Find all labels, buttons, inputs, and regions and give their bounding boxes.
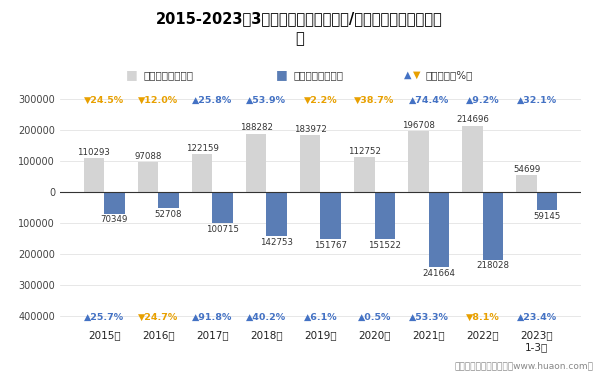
Text: ■: ■ xyxy=(276,68,288,81)
Bar xyxy=(84,158,104,192)
Bar xyxy=(429,192,449,267)
Text: ▲53.3%: ▲53.3% xyxy=(409,313,449,322)
Text: 2015-2023年3月包头市（境内目的地/货源地）进、出口额统
计: 2015-2023年3月包头市（境内目的地/货源地）进、出口额统 计 xyxy=(156,11,443,46)
Text: 出口额（万美元）: 出口额（万美元） xyxy=(144,70,193,80)
Bar xyxy=(320,192,341,239)
Text: 151767: 151767 xyxy=(314,241,347,250)
Bar xyxy=(138,162,158,192)
Bar xyxy=(192,154,212,192)
Text: 97088: 97088 xyxy=(134,152,162,161)
Text: 110293: 110293 xyxy=(77,148,110,157)
Text: 183972: 183972 xyxy=(294,125,326,134)
Text: 进口额（万美元）: 进口额（万美元） xyxy=(294,70,343,80)
Text: ▼38.7%: ▼38.7% xyxy=(355,96,395,105)
Bar xyxy=(516,175,537,192)
Text: ▲6.1%: ▲6.1% xyxy=(304,313,337,322)
Text: ▲32.1%: ▲32.1% xyxy=(517,96,557,105)
Text: ▼2.2%: ▼2.2% xyxy=(304,96,337,105)
Text: 122159: 122159 xyxy=(186,144,219,153)
Text: ▲91.8%: ▲91.8% xyxy=(192,313,232,322)
Text: 196708: 196708 xyxy=(402,121,435,130)
Text: 142753: 142753 xyxy=(260,238,293,247)
Text: 188282: 188282 xyxy=(240,123,273,132)
Text: 制图：华经产业研究院（www.huaon.com）: 制图：华经产业研究院（www.huaon.com） xyxy=(454,361,593,370)
Text: 241664: 241664 xyxy=(422,269,455,278)
Text: ▼24.7%: ▼24.7% xyxy=(138,313,179,322)
Bar xyxy=(462,126,483,192)
Bar xyxy=(483,192,503,260)
Text: 54699: 54699 xyxy=(513,165,540,174)
Text: ▲9.2%: ▲9.2% xyxy=(466,96,500,105)
Text: 151522: 151522 xyxy=(368,240,401,249)
Text: 112752: 112752 xyxy=(348,147,381,156)
Bar xyxy=(246,134,267,192)
Bar xyxy=(537,192,557,211)
Text: ▲0.5%: ▲0.5% xyxy=(358,313,391,322)
Text: ▲23.4%: ▲23.4% xyxy=(517,313,557,322)
Text: ▲25.8%: ▲25.8% xyxy=(192,96,232,105)
Bar xyxy=(212,192,233,223)
Text: ▼: ▼ xyxy=(413,70,420,80)
Text: ▼24.5%: ▼24.5% xyxy=(84,96,124,105)
Text: ▼8.1%: ▼8.1% xyxy=(466,313,500,322)
Text: ■: ■ xyxy=(126,68,138,81)
Bar xyxy=(354,157,374,192)
Text: ▲74.4%: ▲74.4% xyxy=(409,96,449,105)
Text: 同比增长（%）: 同比增长（%） xyxy=(425,70,473,80)
Bar xyxy=(267,192,287,236)
Bar xyxy=(374,192,395,239)
Text: ▲40.2%: ▲40.2% xyxy=(246,313,286,322)
Text: 218028: 218028 xyxy=(476,261,510,270)
Text: 70349: 70349 xyxy=(101,215,128,224)
Text: 214696: 214696 xyxy=(456,115,489,124)
Bar xyxy=(158,192,179,208)
Bar xyxy=(300,135,320,192)
Text: ▲25.7%: ▲25.7% xyxy=(84,313,124,322)
Bar xyxy=(408,131,429,192)
Text: 100715: 100715 xyxy=(206,225,239,234)
Text: ▼12.0%: ▼12.0% xyxy=(138,96,179,105)
Text: ▲: ▲ xyxy=(404,70,411,80)
Text: 59145: 59145 xyxy=(533,212,561,221)
Bar xyxy=(104,192,125,214)
Text: 52708: 52708 xyxy=(155,210,182,219)
Text: ▲53.9%: ▲53.9% xyxy=(246,96,286,105)
